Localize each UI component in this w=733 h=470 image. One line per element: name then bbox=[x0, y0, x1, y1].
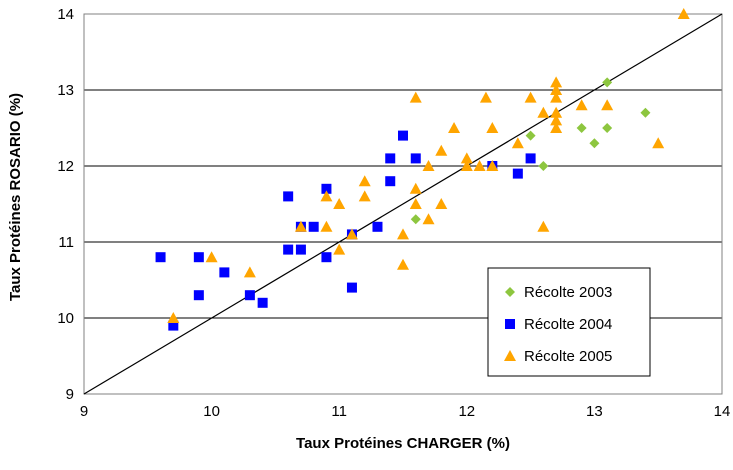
data-point bbox=[345, 228, 358, 240]
legend-label: Récolte 2003 bbox=[524, 284, 612, 301]
data-point bbox=[283, 191, 294, 202]
data-point bbox=[168, 320, 179, 331]
x-tick-label: 9 bbox=[80, 403, 88, 420]
data-point bbox=[409, 182, 422, 194]
data-point bbox=[460, 152, 473, 164]
data-point bbox=[448, 122, 461, 133]
data-point bbox=[346, 282, 357, 293]
data-point bbox=[295, 244, 306, 255]
data-point bbox=[155, 252, 166, 263]
legend-marker bbox=[505, 287, 515, 297]
data-point bbox=[410, 153, 421, 164]
legend-label: Récolte 2005 bbox=[524, 348, 612, 365]
series-triangle bbox=[167, 8, 690, 323]
data-point bbox=[525, 130, 536, 141]
x-tick-label: 12 bbox=[458, 403, 475, 420]
data-point bbox=[422, 160, 435, 171]
data-point bbox=[473, 160, 486, 171]
data-point bbox=[512, 168, 523, 179]
data-point bbox=[652, 137, 665, 149]
data-point bbox=[398, 130, 408, 141]
data-point bbox=[385, 153, 396, 164]
data-point bbox=[479, 91, 492, 103]
data-point bbox=[294, 220, 307, 232]
data-point bbox=[167, 312, 180, 323]
series-square bbox=[155, 130, 536, 331]
data-point bbox=[193, 252, 204, 263]
data-point bbox=[538, 161, 549, 171]
data-point bbox=[602, 123, 613, 133]
data-point bbox=[409, 198, 422, 209]
data-point bbox=[205, 251, 218, 263]
data-point bbox=[486, 122, 499, 133]
data-point bbox=[358, 175, 371, 187]
data-point bbox=[576, 123, 587, 133]
data-point bbox=[410, 214, 421, 225]
data-point bbox=[219, 267, 230, 278]
data-point bbox=[397, 228, 409, 240]
x-tick-label: 13 bbox=[586, 403, 603, 420]
data-point bbox=[550, 84, 563, 95]
data-point bbox=[550, 76, 563, 88]
data-point bbox=[358, 190, 371, 202]
data-points bbox=[155, 8, 690, 331]
data-point bbox=[640, 107, 651, 118]
data-point bbox=[525, 153, 536, 164]
data-point bbox=[601, 99, 614, 111]
plot-area bbox=[83, 13, 723, 395]
data-point bbox=[385, 176, 396, 187]
data-point bbox=[589, 138, 600, 149]
data-point bbox=[320, 190, 333, 202]
data-point bbox=[193, 290, 204, 301]
data-point bbox=[550, 91, 563, 103]
data-point bbox=[537, 220, 550, 232]
y-tick-label: 9 bbox=[66, 386, 74, 403]
data-point bbox=[550, 122, 563, 133]
data-point bbox=[524, 91, 537, 103]
data-point bbox=[511, 137, 524, 149]
data-point bbox=[243, 266, 256, 278]
data-point bbox=[677, 8, 690, 19]
y-tick-label: 10 bbox=[57, 310, 74, 327]
series-diamond bbox=[410, 77, 651, 225]
legend: Récolte 2003 Récolte 2004 Récolte 2005 bbox=[487, 267, 651, 377]
data-point bbox=[244, 290, 255, 301]
data-point bbox=[257, 297, 268, 308]
data-point bbox=[321, 252, 332, 263]
x-tick-label: 11 bbox=[331, 403, 347, 420]
y-tick-label: 11 bbox=[58, 234, 74, 251]
data-point bbox=[537, 106, 550, 118]
y-tick-label: 14 bbox=[57, 6, 74, 23]
data-point bbox=[602, 77, 613, 88]
legend-label: Récolte 2004 bbox=[524, 316, 612, 333]
data-point bbox=[409, 91, 422, 103]
data-point bbox=[460, 160, 473, 171]
x-tick-label: 10 bbox=[203, 403, 220, 420]
y-tick-label: 13 bbox=[57, 82, 74, 99]
reference-line bbox=[83, 13, 723, 395]
data-point bbox=[308, 221, 319, 232]
data-point bbox=[333, 198, 346, 209]
y-axis-title: Taux Protéines ROSARIO (%) bbox=[7, 93, 24, 301]
data-point bbox=[435, 144, 448, 156]
data-point bbox=[486, 160, 499, 171]
data-point bbox=[422, 213, 435, 225]
y-tick-label: 12 bbox=[57, 158, 74, 175]
data-point bbox=[550, 106, 563, 118]
data-point bbox=[397, 258, 409, 270]
data-point bbox=[550, 114, 563, 126]
legend-marker bbox=[504, 350, 516, 361]
data-point bbox=[435, 198, 448, 209]
data-point bbox=[283, 244, 294, 255]
data-point bbox=[333, 243, 346, 255]
axis-ticks: 9 10 11 12 13 14 9 10 11 12 13 14 bbox=[57, 6, 730, 420]
data-point bbox=[575, 99, 588, 111]
data-point bbox=[320, 220, 333, 232]
data-point bbox=[321, 183, 332, 194]
x-axis-title: Taux Protéines CHARGER (%) bbox=[296, 435, 510, 452]
legend-marker bbox=[505, 319, 515, 329]
x-tick-label: 14 bbox=[714, 403, 731, 420]
data-point bbox=[372, 221, 383, 232]
